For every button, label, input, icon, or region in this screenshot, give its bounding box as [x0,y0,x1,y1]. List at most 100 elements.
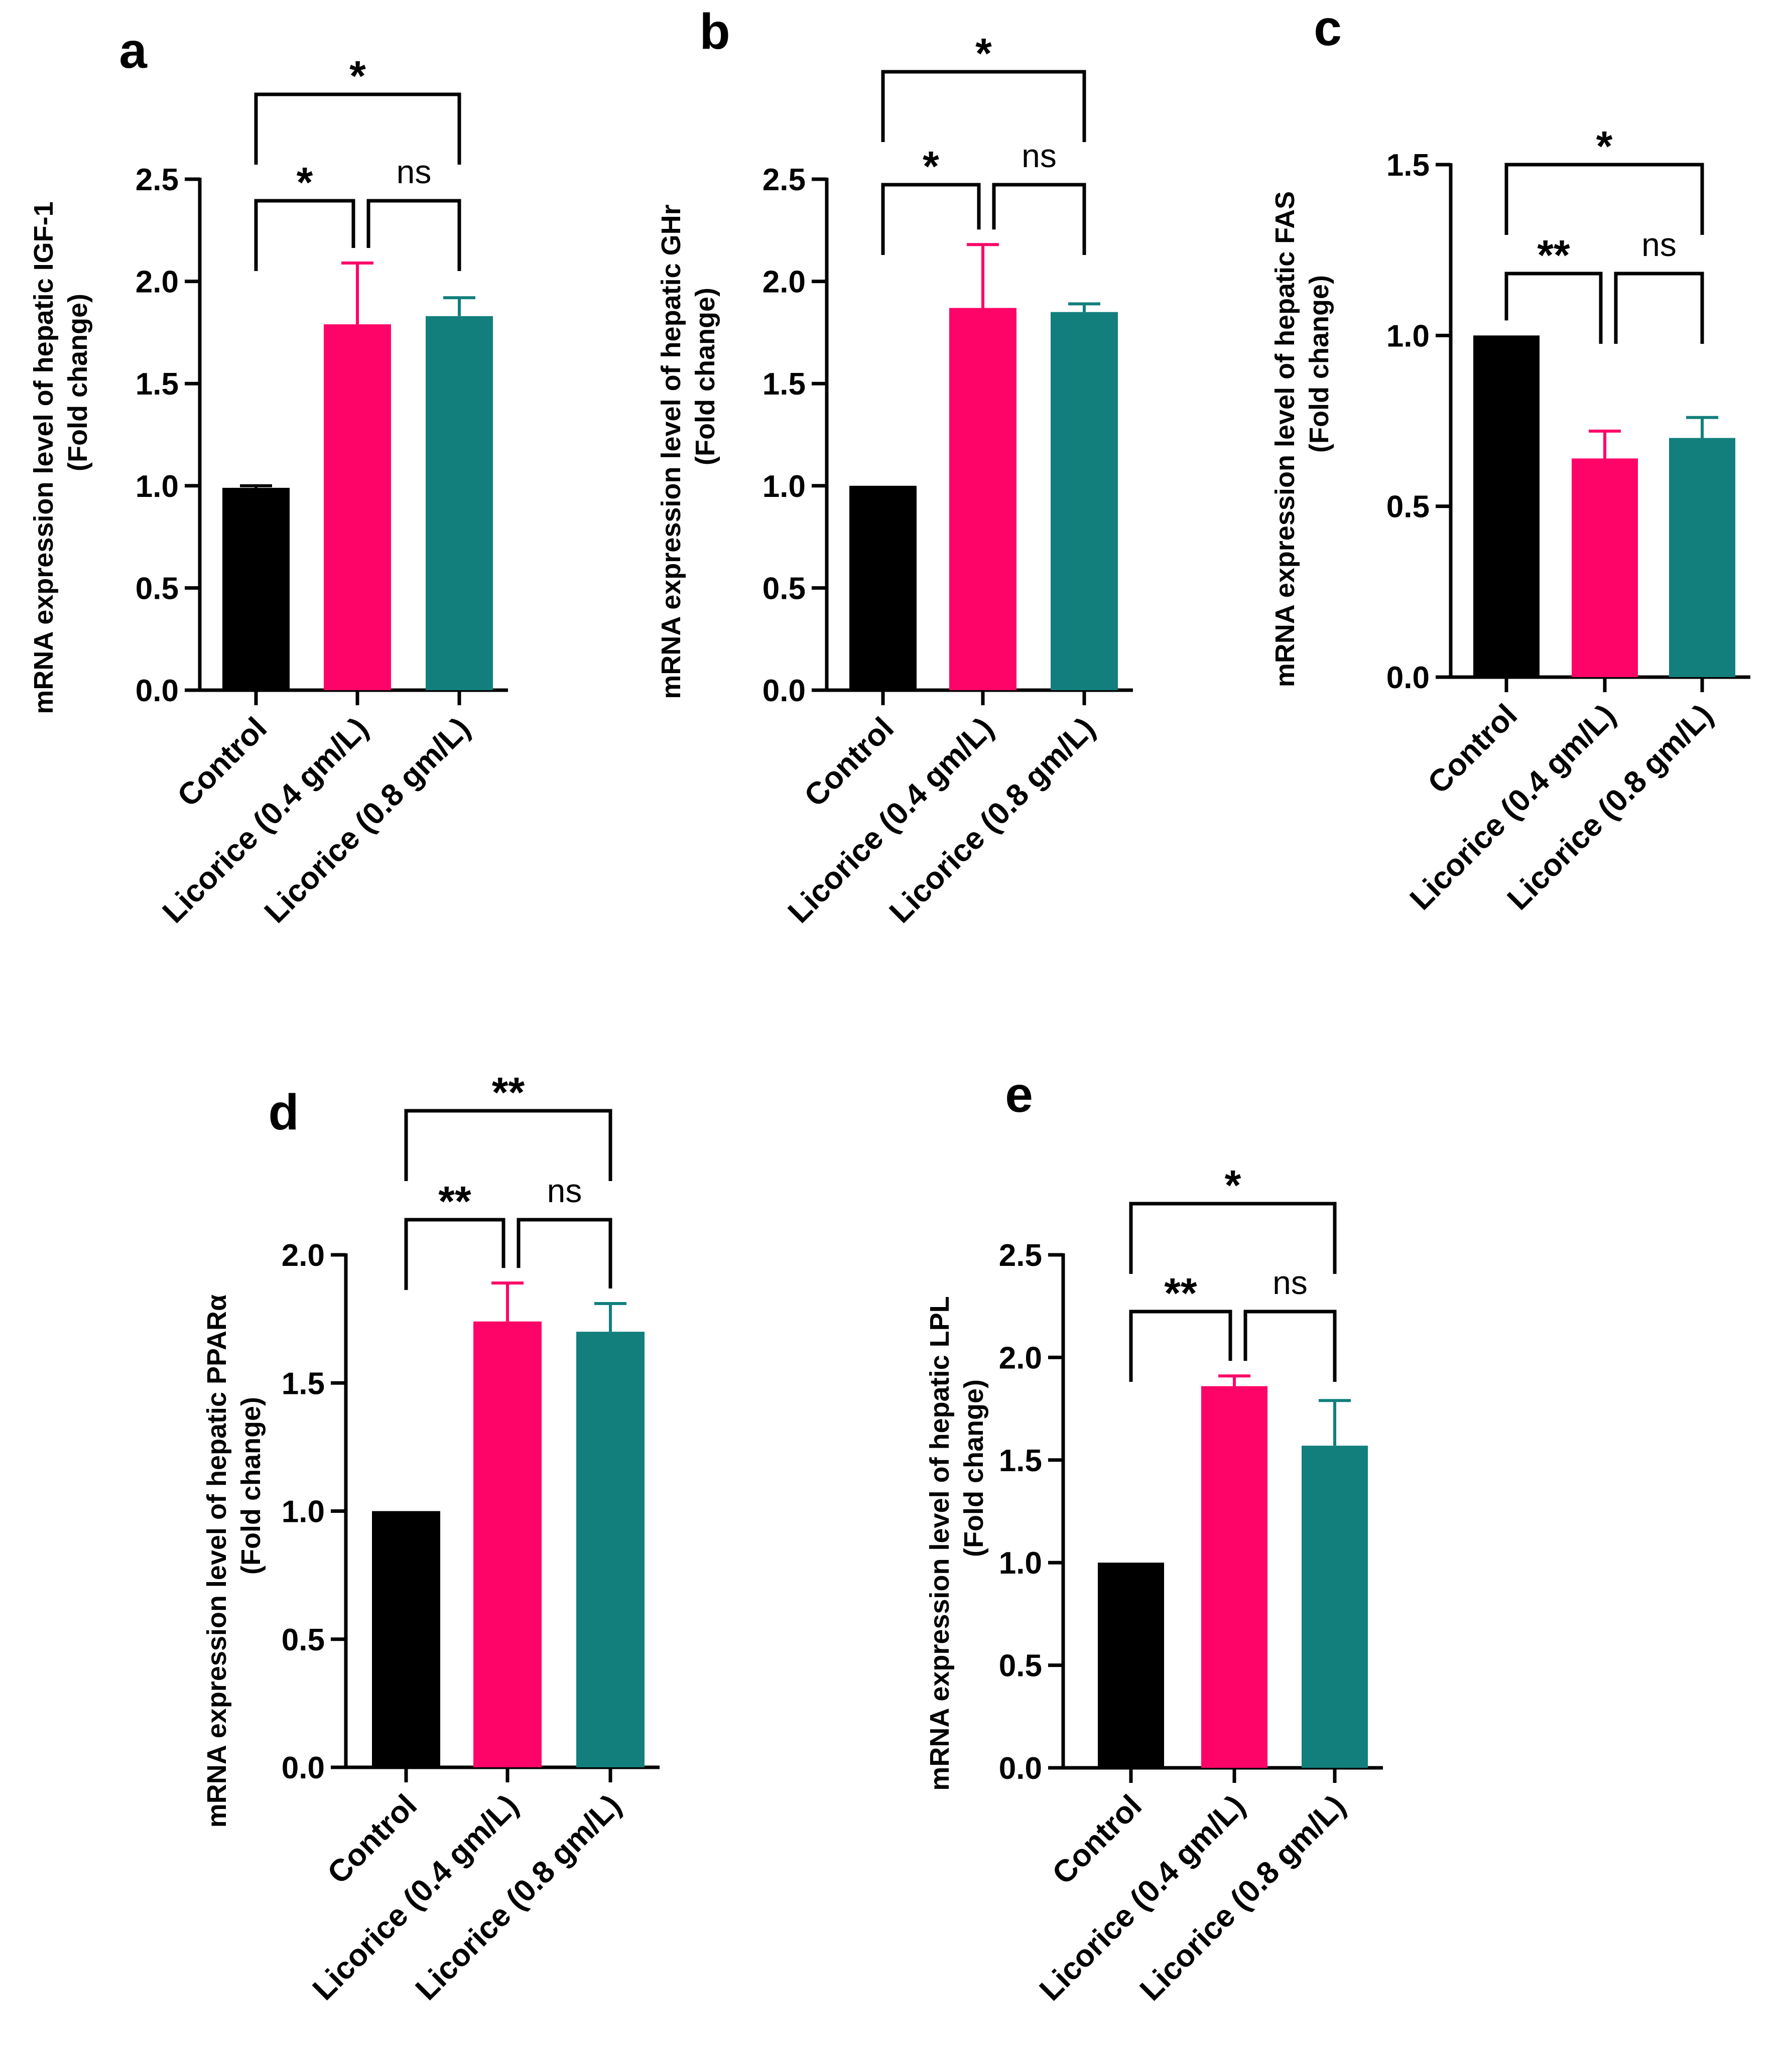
significance-bracket [254,92,461,165]
y-tick-label: 1.0 [762,469,806,504]
x-category-label: Control [1421,698,1524,801]
y-axis-label: mRNA expression level of hepatic GHr [656,204,686,699]
y-axis-label: mRNA expression level of hepatic LPL [925,1296,955,1790]
y-tick-label: 2.5 [136,163,179,197]
bar-control [1473,335,1540,677]
x-category-label: Control [1046,1788,1149,1891]
significance-label: ns [1641,226,1677,263]
panel-letter: e [1005,1067,1033,1123]
bar-licorice-0-4 [324,324,391,690]
panel-letter: a [119,23,148,79]
y-axis-label-units: (Fold change) [63,294,93,471]
y-axis-label-units: (Fold change) [1304,275,1334,453]
y-tick-label: 1.5 [1386,148,1430,183]
y-tick-label: 1.0 [999,1546,1042,1581]
y-axis-label-units: (Fold change) [959,1379,989,1557]
y-tick-label: 1.5 [762,367,806,402]
panel-letter: c [1314,0,1342,56]
y-tick-label: 0.5 [999,1649,1042,1684]
significance-bracket [404,1218,505,1290]
y-tick-label: 2.0 [282,1238,325,1273]
bar-licorice-0-8 [1669,438,1735,677]
significance-bracket [1243,1310,1337,1382]
bar-licorice-0-4 [1572,458,1638,677]
significance-bracket [1504,272,1603,344]
y-axis-label: mRNA expression level of hepatic IGF-1 [29,201,59,714]
significance-label: ** [492,1069,525,1116]
y-tick-label: 0.0 [136,674,179,708]
y-tick-label: 2.0 [999,1341,1042,1375]
significance-label: ns [1022,137,1057,174]
y-tick-label: 2.0 [762,265,806,300]
significance-label: ** [438,1178,471,1225]
significance-bracket [881,70,1086,142]
bar-control [372,1511,440,1767]
significance-label: * [923,143,939,190]
y-tick-label: 1.0 [1386,319,1430,353]
significance-label: ns [397,153,432,190]
y-tick-label: 0.0 [999,1751,1042,1786]
y-tick-label: 1.0 [282,1495,325,1529]
y-tick-label: 1.5 [136,367,179,402]
panel-letter: b [699,4,730,60]
y-axis-label-units: (Fold change) [236,1397,266,1575]
y-tick-label: 2.5 [762,163,806,197]
panel-letter: d [268,1084,299,1140]
x-category-label: Licorice (0.4 gm/L) [306,1788,525,2007]
significance-label: * [349,52,366,99]
x-category-label: Licorice (0.4 gm/L) [156,711,375,930]
significance-label: * [1596,122,1613,170]
significance-bracket [881,183,981,255]
bar-control [849,485,917,690]
y-axis-label-units: (Fold change) [690,288,720,465]
significance-bracket [517,1218,612,1288]
bar-control [222,487,290,690]
significance-bracket [1129,1202,1337,1274]
significance-label: ns [547,1172,582,1209]
bar-control [1098,1563,1164,1768]
significance-label: * [1225,1161,1241,1209]
y-tick-label: 1.5 [282,1366,325,1401]
significance-bracket [1504,163,1704,235]
significance-label: ** [1537,231,1570,279]
significance-bracket [404,1109,612,1181]
significance-bracket [992,183,1086,255]
y-axis-label: mRNA expression level of hepatic FAS [1270,191,1300,687]
bar-licorice-0-8 [1302,1446,1368,1768]
significance-label: ** [1164,1269,1197,1317]
significance-bracket [254,199,355,271]
bar-licorice-0-4 [473,1321,542,1767]
bar-licorice-0-4 [949,308,1016,690]
bar-licorice-0-8 [576,1332,645,1767]
significance-label: ns [1272,1264,1308,1301]
y-tick-label: 1.0 [136,469,179,504]
x-category-label: Control [798,711,901,814]
y-tick-label: 2.5 [999,1238,1042,1273]
y-tick-label: 1.5 [999,1444,1042,1478]
y-axis-label: mRNA expression level of hepatic PPARα [202,1294,232,1828]
y-tick-label: 0.0 [762,674,806,708]
bar-licorice-0-8 [426,316,493,690]
x-category-label: Licorice (0.8 gm/L) [258,711,477,930]
significance-bracket [366,199,461,271]
y-tick-label: 0.5 [282,1623,325,1657]
significance-label: * [297,159,313,206]
significance-label: * [975,30,992,77]
significance-bracket [1614,272,1704,344]
x-category-label: Licorice (0.8 gm/L) [409,1788,628,2007]
y-tick-label: 0.0 [282,1751,325,1785]
x-category-label: Licorice (0.8 gm/L) [883,711,1102,930]
significance-bracket [1129,1310,1232,1382]
y-tick-label: 2.0 [136,265,179,300]
y-tick-label: 0.5 [136,571,179,606]
bar-licorice-0-8 [1051,312,1118,690]
y-tick-label: 0.5 [1386,490,1430,525]
x-category-label: Control [321,1788,424,1891]
y-tick-label: 0.5 [762,571,806,606]
